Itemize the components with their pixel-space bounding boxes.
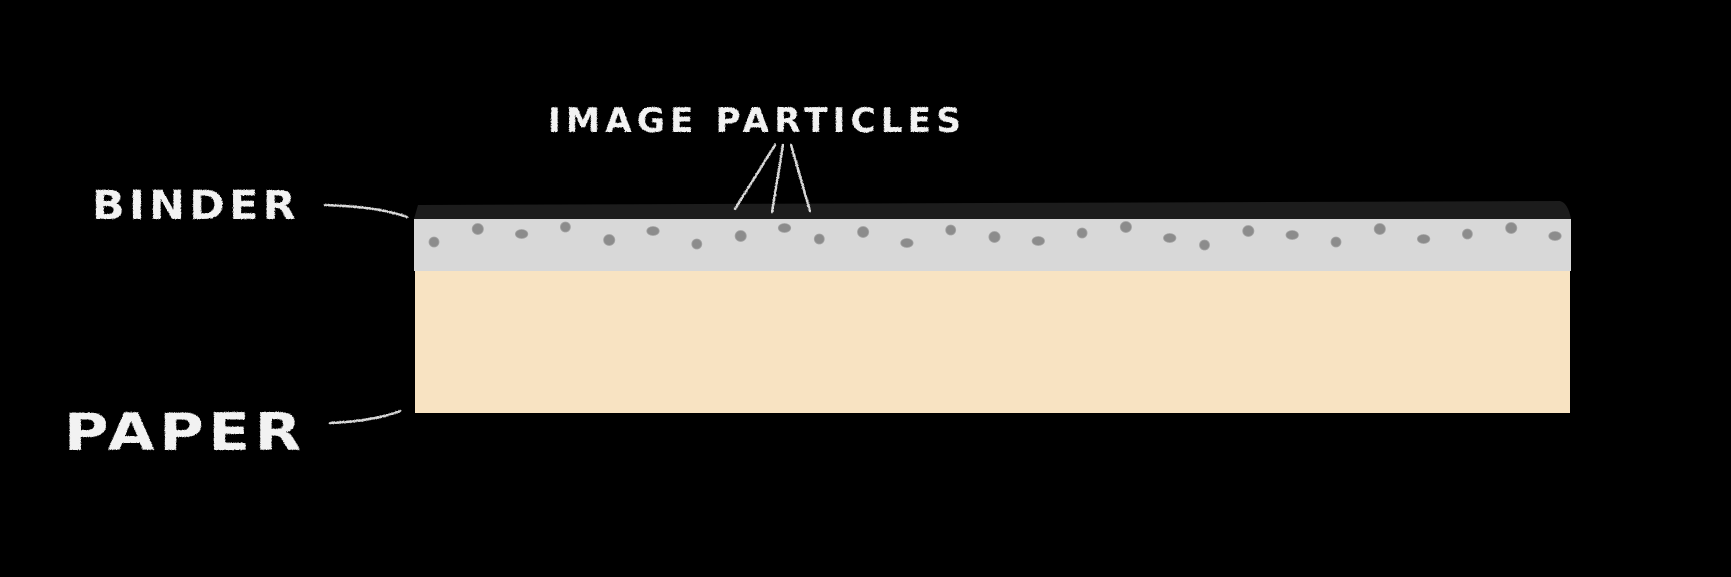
image-particle (988, 231, 1001, 243)
image-particle (428, 236, 440, 248)
image-particle (1417, 234, 1431, 244)
image-particle (691, 238, 703, 250)
image-particle (777, 223, 792, 233)
image-particle (734, 230, 747, 242)
image-particle (945, 224, 957, 236)
image-particle (1330, 236, 1342, 248)
particles-leader-line-3 (789, 143, 812, 213)
image-particle (1242, 225, 1255, 237)
particles-leader-line-1 (733, 143, 777, 211)
image-particle (1462, 228, 1473, 240)
particles-leader-line-2 (770, 143, 785, 214)
image-particle (1031, 236, 1045, 246)
paper-label: PAPER (64, 403, 306, 463)
paper-leader-line (328, 409, 402, 425)
image-particle (1119, 221, 1132, 233)
image-particle (646, 226, 660, 236)
image-particle (900, 238, 914, 248)
image-particle (1548, 231, 1562, 241)
image-particle (471, 223, 484, 235)
image-particle (1505, 222, 1518, 234)
binder-label: BINDER (92, 183, 300, 229)
image-particle (1163, 233, 1177, 243)
paper-layer (415, 270, 1570, 413)
binder-leader-line (323, 203, 409, 219)
binder-layer (414, 219, 1571, 271)
binder-top-edge (414, 201, 1571, 219)
image-particle (1285, 230, 1299, 240)
image-particle (514, 229, 529, 239)
image-particles-label: IMAGE PARTICLES (548, 101, 966, 141)
image-particle (1076, 227, 1088, 239)
image-particle (813, 233, 825, 245)
image-particle (1373, 223, 1386, 235)
image-particle (560, 221, 571, 233)
image-particle (1199, 239, 1210, 251)
image-particle (603, 234, 616, 246)
image-particles-group (428, 221, 1562, 251)
image-particle (857, 226, 870, 238)
